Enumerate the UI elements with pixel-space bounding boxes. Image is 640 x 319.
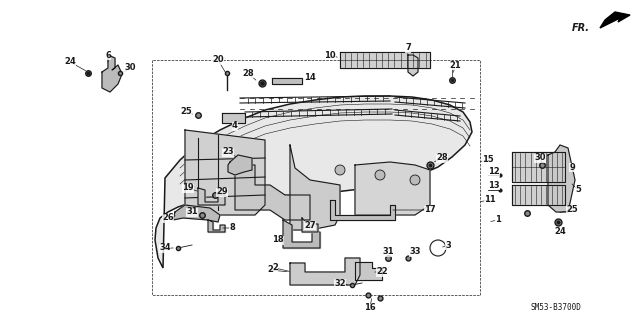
Text: 4: 4 [232, 122, 238, 130]
Text: 29: 29 [216, 188, 228, 197]
Text: SM53-B3700D: SM53-B3700D [531, 303, 581, 313]
Polygon shape [548, 145, 575, 212]
Text: 18: 18 [272, 235, 284, 244]
Text: 27: 27 [304, 220, 316, 229]
Polygon shape [235, 165, 310, 220]
Text: 15: 15 [482, 155, 494, 165]
Text: 20: 20 [212, 56, 224, 64]
Text: 10: 10 [324, 50, 336, 60]
Text: 32: 32 [334, 278, 346, 287]
Polygon shape [302, 218, 318, 232]
Text: 30: 30 [124, 63, 136, 72]
Polygon shape [330, 200, 395, 220]
Text: 17: 17 [424, 205, 436, 214]
Text: 22: 22 [376, 268, 388, 277]
Text: 28: 28 [242, 69, 254, 78]
Text: 23: 23 [222, 147, 234, 157]
Text: 6: 6 [105, 50, 111, 60]
Text: 9: 9 [569, 162, 575, 172]
Text: 26: 26 [162, 213, 174, 222]
Polygon shape [185, 130, 265, 215]
Text: 24: 24 [64, 57, 76, 66]
Circle shape [410, 175, 420, 185]
Circle shape [335, 165, 345, 175]
Text: 3: 3 [445, 241, 451, 249]
Text: 21: 21 [449, 61, 461, 70]
Polygon shape [173, 205, 220, 222]
Text: 2: 2 [267, 265, 273, 275]
Polygon shape [408, 55, 418, 76]
Text: 16: 16 [364, 303, 376, 313]
Circle shape [375, 170, 385, 180]
Polygon shape [222, 113, 245, 123]
Text: 2: 2 [272, 263, 278, 272]
Text: 11: 11 [484, 196, 496, 204]
Polygon shape [512, 152, 565, 182]
Text: 25: 25 [566, 205, 578, 214]
Text: 31: 31 [186, 207, 198, 217]
Text: 25: 25 [180, 108, 192, 116]
Polygon shape [155, 96, 472, 268]
Polygon shape [340, 52, 430, 68]
Polygon shape [198, 188, 225, 205]
Text: 28: 28 [436, 153, 448, 162]
Text: 14: 14 [304, 73, 316, 83]
Polygon shape [290, 258, 360, 285]
Text: 12: 12 [488, 167, 500, 176]
Text: 19: 19 [182, 183, 194, 192]
Polygon shape [102, 55, 122, 92]
Text: 8: 8 [229, 224, 235, 233]
Text: 33: 33 [409, 248, 420, 256]
Polygon shape [272, 78, 302, 84]
Text: 5: 5 [575, 186, 581, 195]
Text: 1: 1 [495, 216, 501, 225]
Text: 34: 34 [159, 243, 171, 253]
Polygon shape [600, 12, 630, 28]
Polygon shape [290, 145, 340, 230]
Text: 31: 31 [382, 248, 394, 256]
Text: 13: 13 [488, 181, 500, 189]
Polygon shape [208, 220, 225, 232]
Text: FR.: FR. [572, 23, 590, 33]
Polygon shape [512, 185, 565, 205]
Text: 24: 24 [554, 227, 566, 236]
Polygon shape [283, 220, 320, 248]
Polygon shape [228, 155, 252, 175]
Text: 30: 30 [534, 153, 546, 162]
Text: 7: 7 [405, 43, 411, 53]
Polygon shape [355, 262, 382, 280]
Polygon shape [355, 162, 430, 215]
Circle shape [430, 240, 446, 256]
